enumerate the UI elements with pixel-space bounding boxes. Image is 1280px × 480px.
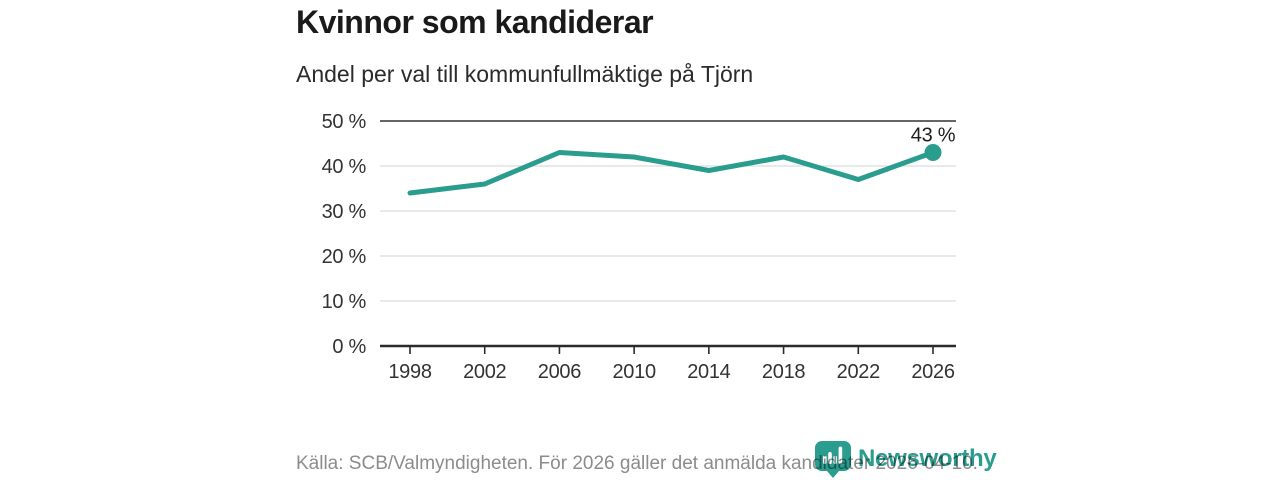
source-note: Källa: SCB/Valmyndigheten. För 2026 gäll… bbox=[296, 453, 978, 474]
x-tick-label: 1998 bbox=[388, 361, 431, 383]
page-title: Kvinnor som kandiderar bbox=[296, 4, 654, 40]
y-tick-label: 0 % bbox=[332, 336, 366, 358]
end-point-marker bbox=[924, 144, 942, 161]
x-tick-label: 2010 bbox=[612, 361, 655, 383]
y-tick-label: 40 % bbox=[322, 156, 367, 178]
x-tick-label: 2006 bbox=[538, 361, 581, 383]
y-tick-label: 30 % bbox=[322, 201, 367, 223]
newsworthy-logo: Newsworthy bbox=[814, 440, 997, 478]
y-tick-label: 20 % bbox=[322, 246, 367, 268]
newsworthy-barchart-icon bbox=[815, 441, 851, 478]
x-tick-label: 2022 bbox=[837, 361, 880, 383]
y-tick-label: 10 % bbox=[322, 291, 367, 313]
trend-line bbox=[407, 150, 936, 196]
x-tick-label: 2018 bbox=[762, 361, 805, 383]
chart-subtitle: Andel per val till kommunfullmäktige på … bbox=[296, 61, 754, 87]
end-point-label: 43 % bbox=[911, 125, 956, 147]
x-tick-label: 2002 bbox=[463, 361, 506, 383]
newsworthy-wordmark: Newsworthy bbox=[858, 445, 997, 472]
line-chart: 0 % 10 % 20 % 30 % 40 % 50 % 1998 2002 2006 2010 2… bbox=[322, 111, 956, 383]
x-tick-label: 2014 bbox=[687, 361, 730, 383]
y-tick-label: 50 % bbox=[322, 111, 367, 133]
x-tick-label: 2026 bbox=[911, 361, 954, 383]
